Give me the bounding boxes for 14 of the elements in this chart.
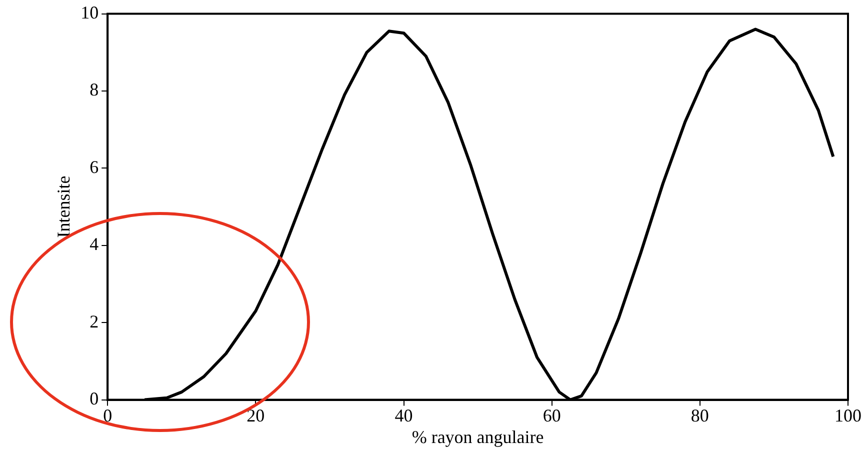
y-tick-label: 8 [90, 80, 99, 100]
x-tick-label: 60 [542, 405, 561, 426]
x-axis-title: % rayon angulaire [412, 426, 544, 447]
x-tick-label: 20 [246, 405, 265, 426]
y-tick-label: 6 [90, 156, 99, 177]
y-tick-label: 10 [80, 2, 99, 23]
x-tick-label: 0 [103, 405, 112, 426]
x-tick-label: 80 [690, 405, 709, 426]
y-tick-label: 4 [90, 234, 99, 254]
x-tick-label: 40 [394, 405, 413, 426]
y-axis-title: Intensite [54, 176, 74, 238]
x-tick-label: 100 [834, 405, 862, 426]
y-tick-label: 0 [90, 388, 99, 409]
y-tick-label: 2 [90, 311, 99, 332]
